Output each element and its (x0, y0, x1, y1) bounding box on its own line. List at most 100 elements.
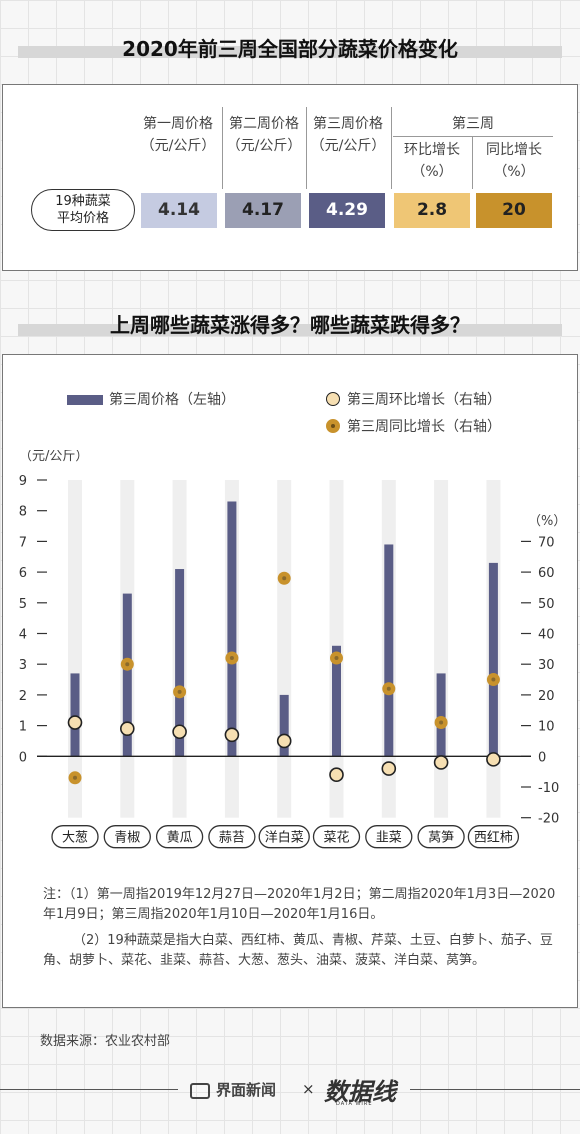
right-tick-label: -10 (538, 781, 559, 796)
title-band-1 (18, 46, 562, 58)
left-tick-label: 2 (19, 689, 27, 704)
left-tick-label: 1 (19, 720, 27, 735)
category-pill (258, 825, 310, 849)
value-week2: 4.17 (225, 193, 301, 228)
legend-bar-label: 第三周价格（左轴） (109, 392, 235, 408)
dot-center (331, 424, 335, 428)
header-week1: 第一周价格 （元/公斤） (140, 116, 216, 154)
bar-track (277, 480, 292, 818)
category-pill (312, 825, 361, 849)
chart-svg: （元/公斤） 0 1 2 3 4 5 6 7 8 9 （%） -20 -10 0 10 20 30 40 50 60 70… (19, 450, 566, 849)
yoy-dot-center (177, 689, 182, 694)
price-bar (227, 501, 237, 757)
category-label: 洋白菜 (265, 830, 304, 846)
left-tick-label: 9 (19, 474, 27, 489)
mom-dot (224, 727, 240, 743)
group-underline (393, 136, 553, 137)
yoy-dot-center (282, 576, 287, 581)
yoy-dot-center (229, 656, 234, 661)
price-bar (436, 673, 446, 757)
category-pill (365, 825, 413, 849)
legend-mom-swatch (326, 392, 340, 406)
price-bar (175, 569, 185, 757)
mom-dot (486, 752, 501, 767)
right-tick-label: 10 (538, 720, 555, 735)
header-yoy: 同比增长 （%） (486, 142, 542, 180)
page-title: 2020年前三周全国部分蔬菜价格变化 (122, 37, 458, 61)
left-tick-label: 5 (19, 597, 27, 612)
value-week3: 4.29 (309, 193, 385, 228)
category-label: 大葱 (62, 831, 88, 846)
category-pill (103, 825, 151, 849)
right-axis-label: （%） (528, 514, 566, 529)
right-tick-label: 40 (538, 628, 555, 643)
legend-mom-label: 第三周环比增长（右轴） (347, 392, 501, 408)
footer-line-right (410, 1089, 580, 1090)
left-tick-label: 8 (19, 505, 27, 520)
category-label: 莴笋 (428, 830, 454, 846)
jiemian-logo-icon (190, 1082, 210, 1099)
mom-dot (67, 715, 83, 730)
price-bar (279, 694, 289, 757)
category-label: 黄瓜 (167, 831, 193, 846)
right-tick-label: 70 (538, 535, 555, 550)
value-yoy: 20 (476, 193, 552, 228)
right-tick-label: 60 (538, 566, 555, 581)
category-label: 蒜苔 (219, 831, 245, 846)
category-pill (155, 825, 204, 849)
category-label: 韭菜 (376, 831, 402, 846)
data-source: 数据来源：农业农村部 (40, 1034, 171, 1049)
legend-yoy-swatch (326, 419, 340, 433)
mom-dot (433, 755, 449, 770)
chart-panel: 第三周价格（左轴） 第三周环比增长（右轴） 第三周同比增长（右轴） （元/公斤）… (2, 354, 578, 1008)
times-sign: × (302, 1080, 315, 1098)
category-label: 青椒 (114, 831, 140, 846)
note-2: （2）19种蔬菜是指大白菜、西红柿、黄瓜、青椒、芹菜、土豆、白萝卜、茄子、豆角、… (43, 933, 553, 968)
yoy-dot-center (491, 677, 496, 682)
header-week2: 第二周价格 （元/公斤） (226, 116, 302, 154)
mom-dot (120, 721, 135, 736)
category-label: 西红柿 (474, 830, 513, 846)
category-pill (417, 825, 465, 849)
left-axis-label: （元/公斤） (19, 450, 88, 464)
header-week3-group: 第三周 (452, 116, 494, 132)
right-tick-label: 50 (538, 597, 555, 612)
mom-dot (329, 767, 344, 783)
mom-dot (276, 733, 292, 749)
right-tick-label: -20 (538, 812, 559, 827)
left-tick-label: 4 (19, 628, 27, 643)
left-tick-label: 7 (19, 535, 27, 550)
left-tick-label: 0 (19, 750, 27, 765)
yoy-dot-center (386, 686, 391, 691)
jiemian-logo: 界面新闻 (190, 1079, 276, 1100)
header-mom: 环比增长 （%） (404, 142, 460, 180)
value-week1: 4.14 (141, 193, 217, 228)
category-label: 菜花 (323, 830, 349, 846)
yoy-dot-center (334, 656, 339, 661)
row-label: 19种蔬菜 平均价格 (31, 189, 135, 231)
left-tick-label: 6 (19, 566, 27, 581)
price-bar (384, 544, 394, 757)
title-band-2 (18, 324, 562, 336)
category-pill (51, 825, 99, 849)
footer-line-left (0, 1089, 178, 1090)
datawire-logo: 数据线 (324, 1077, 396, 1106)
category-pill (208, 825, 256, 849)
summary-table-panel: 第一周价格 （元/公斤） 第二周价格 （元/公斤） 第三周价格 （元/公斤） 第… (2, 84, 578, 271)
separator (391, 107, 392, 189)
bar-track (68, 480, 82, 818)
yoy-dot-center (439, 720, 444, 725)
yoy-dot-center (125, 662, 130, 667)
right-tick-label: 20 (538, 689, 555, 704)
legend-bar-swatch (67, 395, 103, 405)
right-tick-label: 0 (538, 750, 546, 765)
category-pill (467, 825, 520, 849)
section-title: 上周哪些蔬菜涨得多？哪些蔬菜跌得多？ (110, 313, 470, 337)
price-bar (488, 562, 498, 757)
right-tick-label: 30 (538, 658, 555, 673)
separator (222, 107, 223, 189)
price-bar (332, 645, 341, 757)
price-bar (122, 593, 132, 757)
legend-yoy-label: 第三周同比增长（右轴） (347, 419, 501, 435)
datawire-logo-sub: DATA WIRE (336, 1101, 373, 1107)
